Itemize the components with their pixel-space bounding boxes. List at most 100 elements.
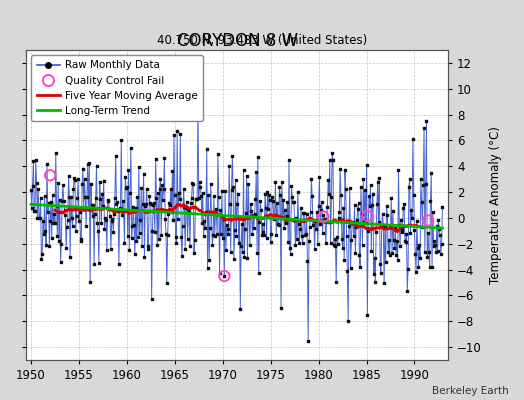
Point xyxy=(298,233,306,239)
Point xyxy=(339,245,347,251)
Point xyxy=(267,238,275,245)
Point xyxy=(178,253,186,259)
Point xyxy=(170,132,178,138)
Point xyxy=(126,190,134,196)
Point xyxy=(383,203,391,209)
Point xyxy=(100,225,108,232)
Point xyxy=(139,201,147,208)
Point xyxy=(376,260,384,267)
Point xyxy=(422,118,431,124)
Point xyxy=(46,218,54,224)
Point xyxy=(60,206,69,213)
Point xyxy=(305,223,314,230)
Point xyxy=(220,273,228,279)
Point xyxy=(162,230,170,237)
Point xyxy=(51,220,59,226)
Point xyxy=(43,160,51,167)
Point xyxy=(320,218,329,224)
Point xyxy=(176,196,184,203)
Point xyxy=(351,202,359,208)
Point xyxy=(302,210,311,217)
Point xyxy=(421,248,429,255)
Point xyxy=(419,182,428,188)
Point xyxy=(263,234,271,241)
Point xyxy=(349,218,357,225)
Point xyxy=(240,254,248,260)
Point xyxy=(212,210,221,217)
Point xyxy=(295,240,303,246)
Point xyxy=(144,243,152,250)
Point xyxy=(89,213,97,220)
Point xyxy=(252,169,260,176)
Point xyxy=(337,192,345,198)
Point xyxy=(231,177,239,183)
Point xyxy=(258,220,267,227)
Point xyxy=(331,242,339,249)
Point xyxy=(287,251,295,257)
Point xyxy=(367,248,376,255)
Point xyxy=(414,264,423,270)
Point xyxy=(279,196,288,203)
Point xyxy=(73,194,82,201)
Point xyxy=(104,197,112,204)
Point xyxy=(137,184,146,191)
Point xyxy=(171,192,179,198)
Point xyxy=(30,208,38,214)
Point xyxy=(121,174,129,180)
Point xyxy=(114,208,122,215)
Point xyxy=(184,206,192,212)
Point xyxy=(294,221,303,227)
Point xyxy=(402,231,411,237)
Point xyxy=(265,192,273,198)
Point xyxy=(58,197,67,204)
Point xyxy=(390,245,399,251)
Point xyxy=(128,223,137,230)
Point xyxy=(199,233,208,240)
Point xyxy=(407,207,416,213)
Point xyxy=(340,257,348,263)
Point xyxy=(420,124,428,131)
Point xyxy=(305,238,313,244)
Point xyxy=(252,195,260,202)
Point xyxy=(183,235,192,242)
Point xyxy=(99,202,107,209)
Point xyxy=(192,196,201,202)
Point xyxy=(300,210,309,216)
Point xyxy=(409,136,417,142)
Point xyxy=(94,228,102,234)
Point xyxy=(276,192,285,198)
Point xyxy=(418,224,427,230)
Point xyxy=(354,206,362,212)
Point xyxy=(220,273,228,279)
Point xyxy=(243,173,251,179)
Point xyxy=(275,184,283,191)
Point xyxy=(438,241,446,248)
Point xyxy=(358,242,367,248)
Point xyxy=(143,186,151,192)
Point xyxy=(246,201,255,207)
Point xyxy=(118,198,127,204)
Point xyxy=(194,101,202,108)
Point xyxy=(167,186,175,192)
Point xyxy=(269,198,277,204)
Point xyxy=(371,279,379,285)
Point xyxy=(430,238,439,245)
Point xyxy=(132,205,140,212)
Point xyxy=(285,156,293,163)
Point xyxy=(134,234,142,240)
Point xyxy=(374,219,383,226)
Point xyxy=(195,179,204,185)
Point xyxy=(92,195,100,201)
Point xyxy=(273,200,281,206)
Point xyxy=(227,187,236,193)
Point xyxy=(405,184,413,190)
Point xyxy=(394,256,402,263)
Point xyxy=(33,215,41,221)
Point xyxy=(436,251,445,257)
Point xyxy=(129,204,137,211)
Point xyxy=(45,200,53,207)
Point xyxy=(230,256,238,262)
Point xyxy=(39,218,47,224)
Point xyxy=(291,242,300,248)
Point xyxy=(319,229,327,236)
